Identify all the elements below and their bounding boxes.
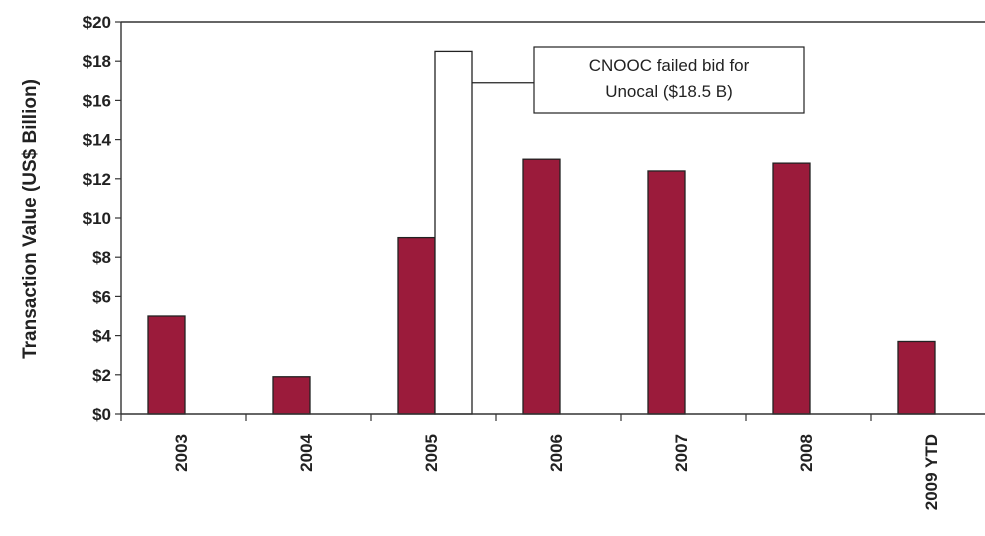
bar	[272, 376, 311, 415]
y-tick-label: $12	[83, 170, 111, 189]
y-tick-label: $10	[83, 209, 111, 228]
bar	[772, 162, 811, 415]
y-tick-label: $8	[92, 248, 111, 267]
x-tick-label: 2004	[297, 433, 316, 471]
y-tick-label: $2	[92, 366, 111, 385]
x-tick-label: 2005	[422, 434, 441, 472]
annotation-text: CNOOC failed bid for	[589, 56, 750, 75]
y-tick-label: $18	[83, 52, 111, 71]
x-tick-label: 2008	[797, 434, 816, 472]
x-tick-label: 2006	[547, 434, 566, 472]
x-tick-label: 2003	[172, 434, 191, 472]
bar	[522, 158, 561, 415]
y-tick-label: $20	[83, 13, 111, 32]
bar	[397, 236, 436, 415]
bar	[897, 340, 936, 415]
y-tick-label: $16	[83, 91, 111, 110]
y-tick-label: $4	[92, 327, 111, 346]
bar	[147, 315, 186, 415]
y-tick-label: $14	[83, 131, 112, 150]
bar	[647, 170, 686, 415]
x-tick-label: 2007	[672, 434, 691, 472]
y-axis-title: Transaction Value (US$ Billion)	[20, 79, 41, 359]
bar-highlight	[434, 50, 473, 415]
y-tick-label: $6	[92, 287, 111, 306]
x-tick-label: 2009 YTD	[922, 434, 941, 510]
annotation-box	[533, 46, 805, 114]
y-tick-label: $0	[92, 405, 111, 424]
annotation-text: Unocal ($18.5 B)	[605, 82, 733, 101]
